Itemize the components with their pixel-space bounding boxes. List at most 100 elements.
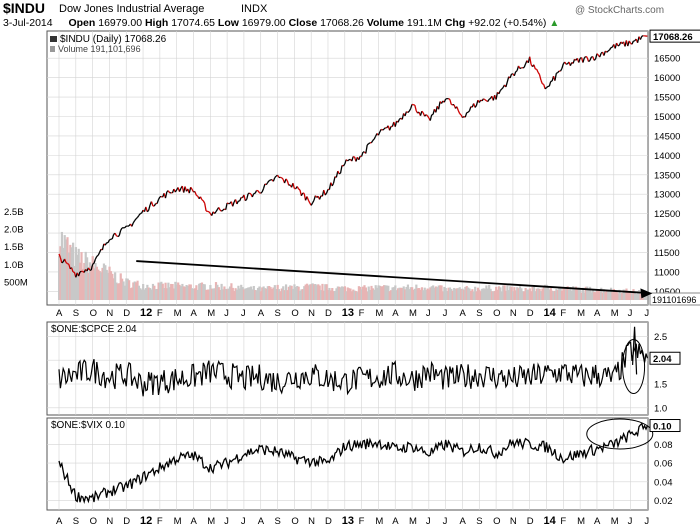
volume-bar (399, 287, 403, 300)
price-line-segment (377, 131, 381, 136)
volume-bar (109, 271, 113, 300)
price-line-segment (145, 206, 148, 212)
price-line-segment (226, 202, 229, 205)
price-line-segment (467, 110, 470, 113)
price-line-segment (138, 213, 141, 216)
volume-bar (447, 287, 450, 300)
price-line-segment (368, 142, 371, 145)
volume-bar (560, 290, 564, 300)
volume-bar (87, 272, 90, 300)
x-axis-label-bottom: J (628, 516, 633, 527)
price-line-segment (429, 114, 433, 121)
x-axis-label-bottom: F (157, 516, 163, 527)
volume-bar (81, 268, 85, 300)
volume-bar (79, 262, 82, 300)
price-line-segment (410, 104, 413, 109)
x-axis-label-top: N (308, 308, 315, 319)
x-axis-label-bottom: M (207, 516, 215, 527)
volume-bar (356, 292, 359, 300)
volume-bar (510, 286, 513, 300)
volume-bar (212, 288, 215, 300)
x-axis-label-top: F (157, 308, 163, 319)
x-axis-label-bottom: O (90, 516, 97, 527)
quote-line: 3-Jul-2014 Open 16979.00 High 17074.65 L… (3, 17, 559, 29)
volume-bar (143, 289, 146, 300)
x-axis-label-bottom: D (325, 516, 332, 527)
price-line-segment (264, 183, 267, 186)
price-axis-tick-label: 13500 (654, 170, 680, 181)
price-line-segment (313, 195, 316, 201)
volume-bar (228, 286, 232, 300)
volume-bar (151, 283, 155, 300)
price-line-segment (540, 79, 543, 84)
price-line-segment (109, 238, 112, 241)
x-axis-label-bottom: M (577, 516, 585, 527)
volume-bar (381, 286, 384, 300)
volume-bar (538, 288, 541, 300)
volume-bar (70, 247, 73, 300)
volume-bar (411, 287, 414, 300)
price-legend-swatch (50, 36, 57, 42)
price-line-segment (609, 47, 612, 51)
high-value: 17074.65 (171, 17, 215, 29)
price-line-segment (419, 110, 423, 116)
chg-label: Chg (444, 17, 466, 29)
volume-bar (499, 287, 502, 300)
volume-bar (233, 291, 236, 300)
volume-bar (495, 286, 498, 300)
x-axis-label-top: M (409, 308, 417, 319)
volume-bar (420, 287, 424, 300)
x-axis-label-bottom: O (291, 516, 298, 527)
volume-last-value: 191101696 (652, 295, 696, 305)
volume-bar (418, 288, 421, 300)
volume-bar (268, 286, 271, 300)
volume-bar (210, 288, 213, 300)
volume-bar (184, 286, 187, 300)
volume-value: 191.1M (406, 17, 442, 29)
x-axis-label-top: J (628, 308, 633, 319)
volume-bar (432, 285, 435, 300)
volume-bar (546, 286, 550, 300)
volume-bar (158, 282, 162, 300)
symbol-title: $INDU (3, 0, 46, 16)
volume-bar (626, 292, 629, 300)
x-axis-label-top: O (493, 308, 500, 319)
price-line-segment (344, 159, 347, 165)
volume-bar (172, 288, 176, 300)
price-line-segment (538, 74, 542, 81)
exchange-label: INDX (241, 3, 268, 15)
volume-bar (235, 289, 239, 300)
price-line-segment (380, 128, 383, 131)
close-value: 17068.26 (320, 17, 364, 29)
volume-bar (186, 285, 190, 300)
volume-bar (93, 268, 96, 300)
volume-bar (535, 288, 538, 300)
volume-bar (586, 286, 589, 300)
volume-bar (254, 290, 257, 300)
price-line-segment (394, 120, 398, 127)
volume-bar (129, 288, 132, 300)
volume-bar (200, 282, 204, 300)
price-line-segment (157, 196, 161, 200)
volume-bar (537, 288, 540, 300)
volume-bar (76, 254, 79, 300)
volume-bar (241, 287, 244, 300)
volume-tick-label: 2.0B (4, 225, 24, 236)
x-axis-label-top: M (611, 308, 619, 319)
volume-bar (581, 287, 585, 300)
volume-bar (451, 290, 454, 300)
x-axis-label-bottom: O (493, 516, 500, 527)
x-axis-label-top: J (443, 308, 448, 319)
volume-bar (430, 286, 433, 300)
price-line-segment (372, 138, 375, 141)
volume-bar (160, 281, 163, 300)
price-line-segment (310, 202, 314, 206)
volume-bar (312, 284, 316, 300)
price-line-segment (272, 177, 276, 182)
volume-bar (74, 247, 78, 300)
volume-bar (60, 231, 64, 300)
price-line-segment (285, 178, 288, 182)
price-line-segment (543, 84, 546, 90)
volume-tick-label: 500M (4, 277, 28, 288)
volume-tick-label: 1.5B (4, 242, 24, 253)
